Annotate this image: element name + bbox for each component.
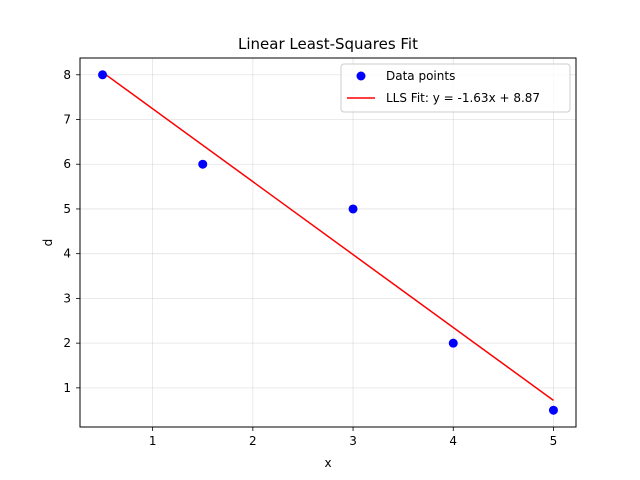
data-point [198, 159, 208, 169]
legend-box [340, 63, 571, 113]
x-axis-label: x [324, 456, 331, 470]
y-tick-label: 6 [63, 157, 71, 171]
plot-series [98, 70, 558, 415]
legend: Data points LLS Fit: y = -1.63x + 8.87 [340, 63, 571, 113]
axis-ticks: 1 2 3 4 5 1 2 3 4 5 6 7 8 [63, 68, 557, 448]
legend-label-fit: LLS Fit: y = -1.63x + 8.87 [386, 91, 540, 105]
y-tick-label: 1 [63, 381, 71, 395]
x-tick-label: 2 [249, 434, 257, 448]
y-tick-label: 7 [63, 113, 71, 127]
x-tick-label: 1 [149, 434, 157, 448]
data-point [448, 338, 458, 348]
plot-frame [79, 57, 577, 428]
legend-label-data-points: Data points [386, 69, 455, 83]
chart-title: Linear Least-Squares Fit [238, 35, 418, 53]
data-point [548, 405, 558, 415]
x-tick-label: 4 [449, 434, 457, 448]
y-tick-label: 4 [63, 247, 71, 261]
x-tick-label: 5 [550, 434, 558, 448]
legend-marker-data-points [356, 71, 366, 81]
y-tick-label: 3 [63, 291, 71, 305]
y-axis-label: d [41, 239, 55, 247]
grid [80, 58, 576, 427]
y-tick-label: 2 [63, 336, 71, 350]
fit-line [102, 71, 554, 401]
y-tick-label: 8 [63, 68, 71, 82]
x-tick-label: 3 [349, 434, 357, 448]
data-point [98, 70, 108, 80]
data-point [348, 204, 358, 214]
y-tick-label: 5 [63, 202, 71, 216]
